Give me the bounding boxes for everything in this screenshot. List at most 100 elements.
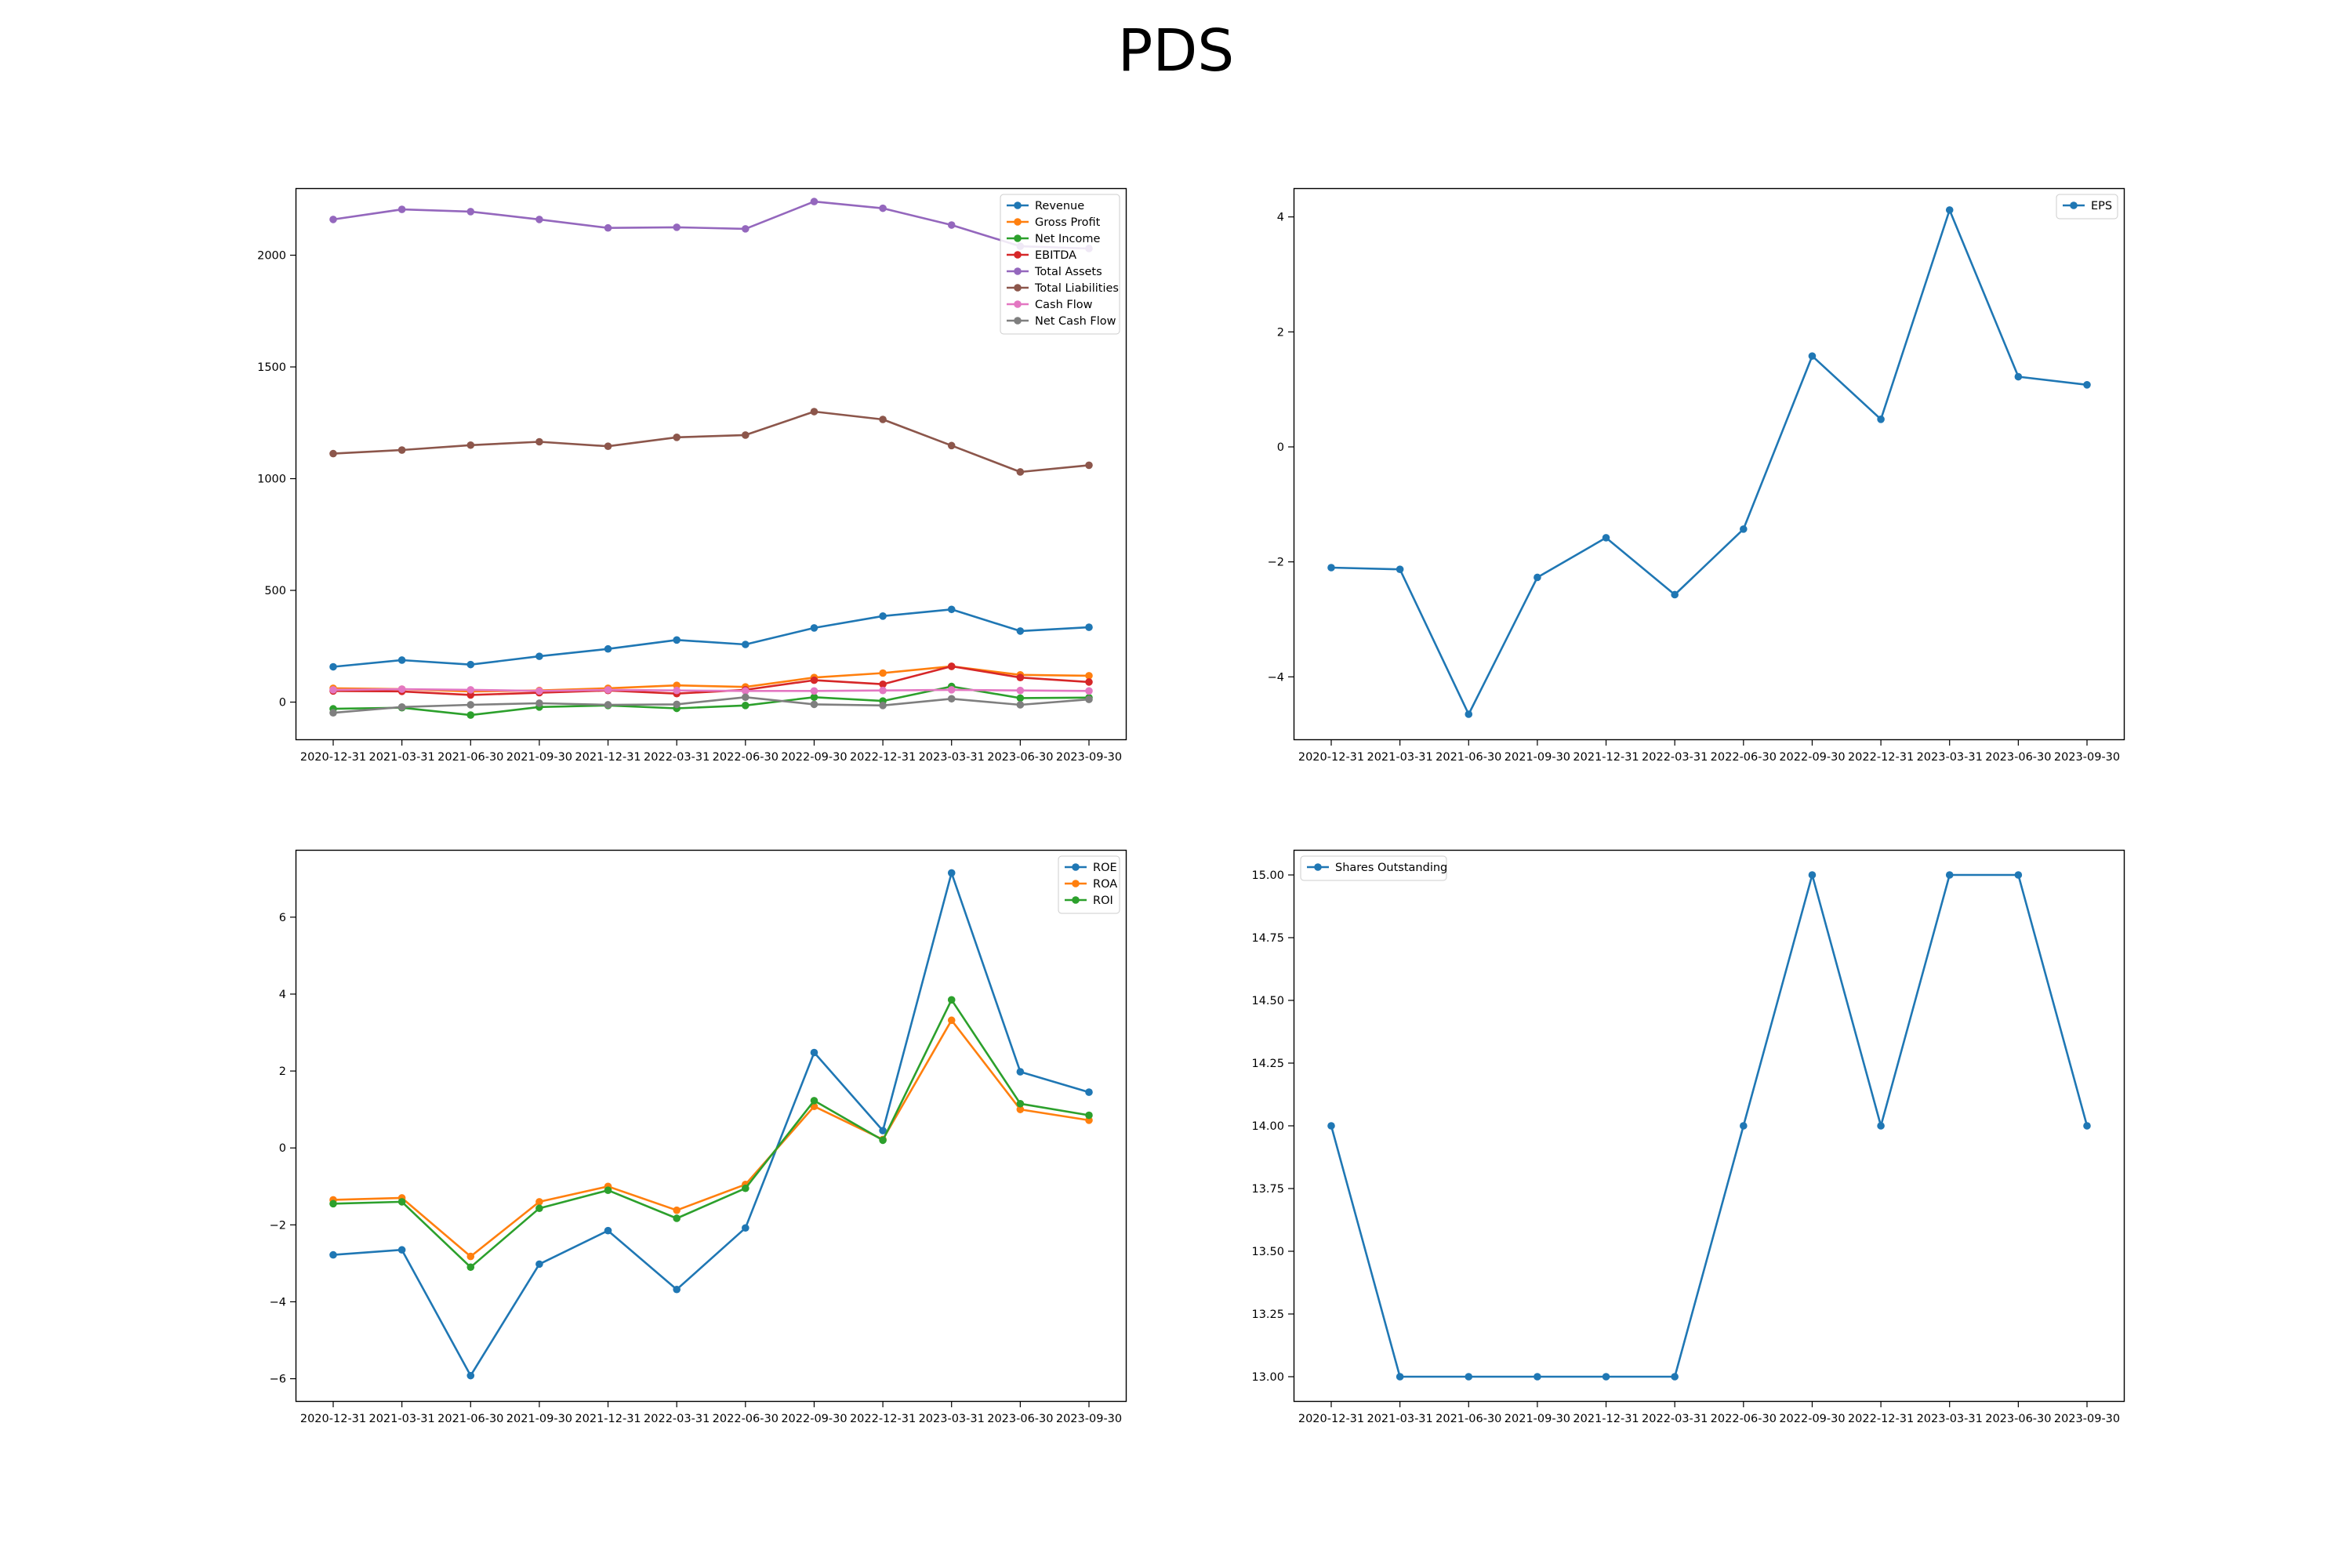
data-point-net-cash-flow	[466, 701, 475, 709]
data-point-roe	[397, 1246, 406, 1254]
legend-box	[1000, 194, 1120, 335]
y-tick-label: 13.25	[1251, 1308, 1284, 1321]
x-tick-label: 2020-12-31	[300, 751, 366, 764]
legend-marker-roi	[1072, 896, 1080, 904]
data-point-net-income	[810, 693, 818, 702]
legend-marker-ebitda	[1014, 251, 1022, 259]
data-point-roi	[947, 996, 956, 1004]
data-point-eps	[1602, 534, 1610, 542]
data-point-revenue	[466, 660, 475, 669]
legend-marker-gross-profit	[1014, 218, 1022, 226]
y-tick-label: 6	[279, 912, 286, 924]
data-point-net-cash-flow	[879, 702, 887, 710]
series-line-roa	[332, 1019, 1090, 1258]
y-tick-label: 0	[279, 697, 286, 710]
data-point-roa	[535, 1198, 543, 1206]
data-point-roa	[673, 1206, 681, 1214]
legend-marker-roe	[1072, 863, 1080, 871]
legend-label-revenue: Revenue	[1035, 200, 1084, 212]
y-tick-label: 14.75	[1251, 932, 1284, 945]
x-tick-label: 2023-06-30	[1985, 1413, 2051, 1425]
legend-label-roi: ROI	[1093, 895, 1113, 907]
data-point-shares-outstanding	[1602, 1373, 1610, 1381]
x-tick-label: 2021-09-30	[1504, 1413, 1570, 1425]
data-point-net-cash-flow	[742, 693, 750, 702]
data-point-shares-outstanding	[1808, 871, 1817, 879]
y-tick-label: 4	[1277, 212, 1284, 224]
data-point-cash-flow	[1085, 687, 1093, 695]
plot-frame	[1293, 849, 2125, 1403]
data-point-cash-flow	[329, 686, 337, 694]
legend-marker-net-cash-flow	[1014, 317, 1022, 325]
y-tick-label: 13.50	[1251, 1246, 1284, 1258]
data-point-roi	[1085, 1111, 1093, 1120]
data-point-total-assets	[810, 198, 818, 205]
x-tick-label: 2021-03-31	[368, 751, 434, 764]
data-point-net-cash-flow	[604, 701, 612, 709]
data-point-roi	[810, 1097, 818, 1105]
y-tick-label: 14.00	[1251, 1120, 1284, 1133]
legend-label-total-liabilities: Total Liabilities	[1034, 282, 1119, 295]
x-tick-label: 2023-06-30	[987, 751, 1053, 764]
y-tick-label: −6	[270, 1374, 286, 1386]
x-tick-label: 2021-03-31	[368, 1413, 434, 1425]
data-point-total-assets	[329, 216, 337, 223]
y-tick-label: 1500	[257, 361, 286, 374]
legend-label-total-assets: Total Assets	[1034, 266, 1102, 278]
data-point-ebitda	[1085, 678, 1093, 686]
data-point-roi	[673, 1214, 681, 1222]
data-point-total-assets	[879, 204, 887, 212]
legend-marker-roa	[1072, 880, 1080, 887]
data-point-roe	[947, 869, 956, 877]
data-point-shares-outstanding	[1327, 1122, 1335, 1130]
y-tick-label: −2	[270, 1219, 286, 1232]
legend-label-gross-profit: Gross Profit	[1035, 216, 1101, 229]
data-point-total-assets	[397, 205, 406, 213]
x-tick-label: 2023-09-30	[2054, 751, 2120, 764]
data-point-shares-outstanding	[1877, 1122, 1885, 1130]
y-tick-label: 13.75	[1251, 1183, 1284, 1196]
series-line-revenue	[332, 608, 1090, 668]
data-point-revenue	[742, 641, 750, 648]
data-point-revenue	[673, 636, 681, 644]
data-point-shares-outstanding	[1740, 1122, 1748, 1130]
x-tick-label: 2021-12-31	[1573, 751, 1639, 764]
legend-label-roa: ROA	[1093, 878, 1117, 891]
y-tick-label: 0	[279, 1142, 286, 1155]
data-point-roi	[1016, 1099, 1025, 1108]
data-point-revenue	[397, 656, 406, 664]
data-point-cash-flow	[810, 687, 818, 695]
x-tick-label: 2022-12-31	[1848, 1413, 1914, 1425]
x-tick-label: 2020-12-31	[1298, 1413, 1364, 1425]
series-line-roe	[332, 872, 1090, 1377]
data-point-shares-outstanding	[1671, 1373, 1679, 1381]
x-tick-label: 2023-09-30	[1056, 751, 1122, 764]
data-point-revenue	[947, 605, 956, 614]
x-tick-label: 2023-03-31	[1917, 1413, 1983, 1425]
y-tick-label: 500	[264, 585, 286, 597]
x-tick-label: 2022-03-31	[1642, 751, 1708, 764]
x-tick-label: 2021-12-31	[1573, 1413, 1639, 1425]
y-tick-label: −2	[1268, 557, 1284, 569]
legend-label-cash-flow: Cash Flow	[1035, 299, 1093, 311]
series-line-total-assets	[332, 200, 1090, 250]
data-point-roe	[535, 1260, 543, 1269]
legend-marker-revenue	[1014, 201, 1022, 209]
y-tick-label: 14.50	[1251, 995, 1284, 1007]
y-tick-label: 0	[1277, 441, 1284, 454]
data-point-ebitda	[810, 676, 818, 684]
x-tick-label: 2021-12-31	[575, 751, 641, 764]
data-point-total-assets	[466, 208, 475, 216]
series-line-cash-flow	[332, 688, 1090, 692]
data-point-revenue	[810, 624, 818, 632]
data-point-total-assets	[604, 223, 612, 232]
data-point-total-assets	[673, 223, 681, 231]
data-point-eps	[1396, 565, 1404, 573]
data-point-roe	[329, 1250, 337, 1259]
data-point-roi	[397, 1198, 406, 1206]
y-tick-label: 2	[279, 1065, 286, 1078]
data-point-roa	[466, 1252, 475, 1261]
data-point-roe	[466, 1371, 475, 1380]
legend-marker-net-income	[1014, 234, 1022, 242]
data-point-ebitda	[947, 662, 956, 670]
